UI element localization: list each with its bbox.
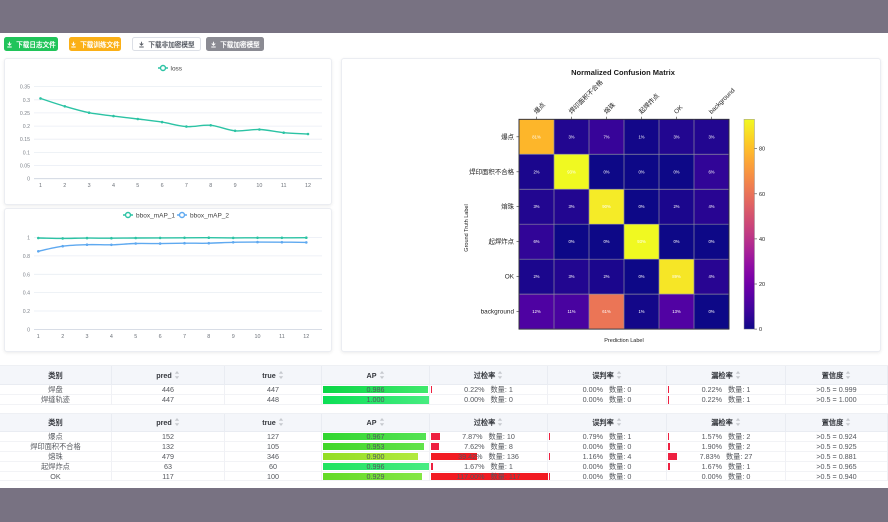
svg-text:0%: 0% — [638, 274, 644, 279]
svg-text:background: background — [481, 309, 515, 316]
svg-text:3%: 3% — [568, 274, 574, 279]
svg-text:3: 3 — [88, 183, 91, 189]
svg-text:爆点: 爆点 — [501, 132, 514, 141]
svg-text:1: 1 — [37, 334, 40, 340]
svg-text:8: 8 — [209, 183, 212, 189]
svg-text:0.3: 0.3 — [23, 98, 30, 104]
svg-text:爆点: 爆点 — [532, 100, 548, 116]
svg-text:93%: 93% — [567, 169, 576, 174]
svg-text:12: 12 — [305, 183, 311, 189]
svg-text:11: 11 — [281, 183, 287, 189]
svg-text:2%: 2% — [603, 274, 609, 279]
svg-text:89%: 89% — [672, 274, 681, 279]
svg-text:3%: 3% — [533, 204, 539, 209]
svg-text:12%: 12% — [532, 309, 541, 314]
svg-text:0%: 0% — [638, 204, 644, 209]
svg-text:10: 10 — [256, 183, 262, 189]
svg-text:9: 9 — [232, 334, 235, 340]
svg-text:0%: 0% — [673, 169, 679, 174]
svg-text:0%: 0% — [568, 239, 574, 244]
svg-text:6%: 6% — [533, 239, 539, 244]
svg-text:61%: 61% — [602, 309, 611, 314]
svg-text:7: 7 — [183, 334, 186, 340]
svg-text:0.1: 0.1 — [23, 150, 30, 156]
svg-text:0%: 0% — [708, 309, 714, 314]
svg-text:焊印面积不合格: 焊印面积不合格 — [567, 77, 605, 115]
svg-text:60: 60 — [759, 192, 765, 198]
svg-text:1%: 1% — [638, 134, 644, 139]
svg-text:0.8: 0.8 — [23, 254, 30, 260]
svg-text:1: 1 — [39, 183, 42, 189]
svg-text:bbox_mAP_2: bbox_mAP_2 — [190, 212, 229, 219]
svg-text:0%: 0% — [673, 239, 679, 244]
svg-text:bbox_mAP_1: bbox_mAP_1 — [136, 212, 175, 219]
svg-text:6: 6 — [161, 183, 164, 189]
svg-text:93%: 93% — [637, 239, 646, 244]
svg-text:11%: 11% — [567, 309, 575, 314]
svg-text:20: 20 — [759, 282, 765, 288]
svg-text:0.2: 0.2 — [23, 309, 30, 315]
svg-text:OK: OK — [505, 274, 515, 281]
svg-text:0.35: 0.35 — [20, 85, 30, 91]
svg-text:起焊炸点: 起焊炸点 — [637, 91, 662, 116]
svg-text:2: 2 — [61, 334, 64, 340]
svg-text:焊印面积不合格: 焊印面积不合格 — [469, 167, 514, 176]
svg-text:0%: 0% — [603, 169, 609, 174]
svg-text:1%: 1% — [638, 309, 644, 314]
svg-text:2%: 2% — [533, 169, 539, 174]
svg-text:3: 3 — [86, 334, 89, 340]
svg-text:1: 1 — [27, 236, 30, 242]
svg-text:4: 4 — [112, 183, 115, 189]
svg-text:4: 4 — [110, 334, 113, 340]
svg-text:0%: 0% — [603, 239, 609, 244]
svg-text:10: 10 — [255, 334, 261, 340]
svg-text:2%: 2% — [533, 274, 539, 279]
svg-text:3%: 3% — [568, 204, 574, 209]
svg-text:13%: 13% — [672, 309, 681, 314]
svg-text:80: 80 — [759, 147, 765, 153]
svg-text:6: 6 — [159, 334, 162, 340]
svg-text:0%: 0% — [638, 169, 644, 174]
svg-text:3%: 3% — [673, 134, 679, 139]
svg-text:熔珠: 熔珠 — [501, 202, 514, 211]
svg-text:2%: 2% — [673, 204, 679, 209]
svg-text:0.2: 0.2 — [23, 124, 30, 130]
svg-text:40: 40 — [759, 237, 765, 243]
svg-text:0.4: 0.4 — [23, 291, 30, 297]
svg-text:8: 8 — [207, 334, 210, 340]
svg-text:background: background — [708, 87, 737, 116]
svg-text:7%: 7% — [603, 134, 609, 139]
svg-text:OK: OK — [673, 104, 685, 116]
svg-text:0: 0 — [27, 327, 30, 333]
svg-text:3%: 3% — [708, 134, 714, 139]
svg-text:起焊炸点: 起焊炸点 — [488, 237, 514, 246]
svg-text:0%: 0% — [708, 239, 714, 244]
svg-text:4%: 4% — [708, 274, 714, 279]
svg-text:4%: 4% — [708, 204, 714, 209]
svg-text:0.6: 0.6 — [23, 272, 30, 278]
svg-text:90%: 90% — [602, 204, 611, 209]
svg-text:81%: 81% — [532, 134, 541, 139]
svg-text:Normalized Confusion Matrix: Normalized Confusion Matrix — [571, 68, 676, 77]
svg-text:0: 0 — [27, 177, 30, 183]
svg-text:0: 0 — [759, 327, 762, 333]
svg-text:2: 2 — [63, 183, 66, 189]
svg-text:7: 7 — [185, 183, 188, 189]
svg-text:熔珠: 熔珠 — [602, 100, 618, 116]
svg-text:11: 11 — [279, 334, 285, 340]
svg-text:6%: 6% — [708, 169, 714, 174]
svg-text:Ground Truth Label: Ground Truth Label — [464, 204, 470, 251]
svg-text:12: 12 — [303, 334, 309, 340]
svg-text:Prediction Label: Prediction Label — [604, 338, 643, 344]
svg-text:3%: 3% — [568, 134, 574, 139]
svg-text:0.25: 0.25 — [20, 111, 30, 117]
svg-text:9: 9 — [234, 183, 237, 189]
svg-text:5: 5 — [136, 183, 139, 189]
svg-text:0.15: 0.15 — [20, 137, 30, 143]
svg-text:0.05: 0.05 — [20, 164, 30, 170]
svg-text:5: 5 — [134, 334, 137, 340]
svg-text:loss: loss — [171, 65, 183, 72]
